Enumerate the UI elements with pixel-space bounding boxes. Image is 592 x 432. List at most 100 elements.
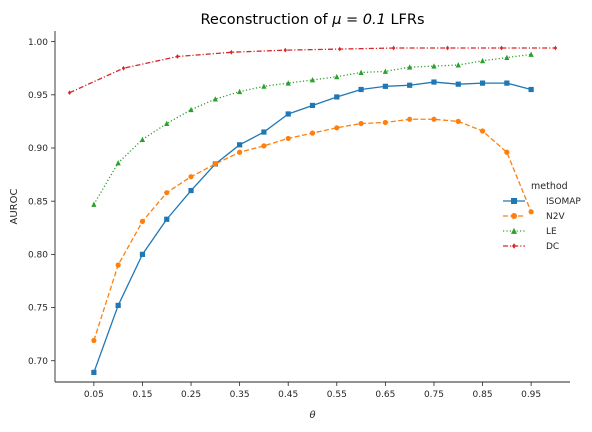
x-tick-label: 0.85	[473, 390, 493, 400]
chart-title-prefix: Reconstruction of	[200, 12, 332, 28]
data-point-n2v	[139, 218, 146, 224]
data-point-isomap	[528, 86, 534, 93]
data-point-isomap	[164, 216, 170, 222]
data-point-le	[115, 160, 121, 166]
data-point-le	[334, 73, 340, 80]
legend-marker-isomap	[511, 198, 517, 204]
data-point-isomap	[334, 94, 340, 100]
data-point-dc	[553, 45, 558, 51]
data-point-n2v	[188, 174, 194, 180]
data-point-dc	[499, 45, 504, 51]
data-point-isomap	[309, 102, 316, 109]
series-line-dc	[69, 47, 556, 94]
data-point-isomap	[455, 81, 461, 87]
data-point-le	[382, 68, 388, 74]
data-point-isomap	[382, 83, 388, 89]
legend: method ISOMAP N2V LE DC	[503, 181, 581, 252]
y-tick-label: 0.80	[28, 251, 48, 261]
data-point-isomap	[139, 251, 146, 257]
legend-label-le: LE	[546, 227, 557, 237]
data-point-isomap	[431, 79, 437, 85]
x-tick-label: 0.25	[181, 390, 201, 400]
y-tick-label: 0.85	[28, 197, 48, 207]
legend-label-dc: DC	[546, 242, 559, 252]
x-tick-label: 0.15	[132, 390, 152, 400]
legend-label-isomap: ISOMAP	[546, 197, 581, 207]
data-point-le	[91, 201, 97, 207]
axes-layer: 0.05 0.15 0.25 0.35 0.45 0.55 0.65 0.75 0.85 0.95…	[28, 31, 570, 400]
data-point-le	[504, 54, 510, 61]
data-point-n2v	[91, 337, 97, 344]
data-point-n2v	[528, 209, 534, 215]
x-tick-label: 0.75	[424, 390, 444, 400]
data-point-dc	[67, 90, 72, 96]
y-tick-label: 0.75	[28, 304, 48, 314]
data-point-n2v	[504, 149, 510, 155]
data-point-n2v	[164, 190, 170, 196]
legend-marker-le	[511, 227, 517, 234]
data-point-isomap	[504, 80, 510, 86]
data-point-dc	[391, 45, 396, 51]
y-tick-label: 1.00	[28, 38, 48, 48]
data-point-isomap	[188, 187, 194, 194]
data-point-le	[188, 106, 194, 113]
chart-title: Reconstruction of μ = 0.1 LFRs	[200, 12, 424, 28]
data-point-le	[431, 63, 437, 69]
data-point-le	[407, 64, 413, 70]
data-point-le	[237, 88, 243, 95]
data-point-isomap	[285, 111, 291, 117]
x-tick-label: 0.95	[521, 390, 541, 400]
data-point-le	[528, 51, 534, 57]
data-point-n2v	[212, 161, 218, 167]
data-point-dc	[175, 54, 180, 59]
series-n2v	[91, 116, 534, 344]
data-point-le	[479, 57, 486, 64]
legend-marker-n2v	[511, 213, 517, 219]
legend-item-isomap: ISOMAP	[503, 197, 581, 207]
data-point-n2v	[309, 130, 316, 136]
legend-item-le: LE	[503, 227, 557, 237]
legend-marker-dc	[512, 243, 516, 249]
data-point-le	[358, 69, 364, 75]
data-point-dc	[445, 45, 450, 51]
x-tick-label: 0.35	[230, 390, 250, 400]
data-point-n2v	[285, 135, 291, 142]
data-point-le	[285, 80, 291, 86]
x-tick-label: 0.55	[327, 390, 347, 400]
data-point-le	[139, 136, 146, 142]
data-point-isomap	[358, 86, 364, 93]
data-point-dc	[283, 47, 287, 53]
data-point-dc	[121, 65, 126, 71]
data-point-n2v	[431, 116, 437, 122]
data-point-n2v	[479, 128, 486, 134]
data-point-n2v	[358, 120, 364, 127]
x-tick-label: 0.65	[375, 390, 395, 400]
y-tick-label: 0.70	[28, 357, 48, 367]
data-point-le	[164, 120, 170, 127]
data-point-n2v	[407, 116, 413, 122]
data-point-isomap	[115, 302, 121, 309]
series-dc	[67, 45, 558, 96]
chart-title-math: μ = 0.1	[331, 12, 386, 28]
data-point-n2v	[261, 143, 267, 149]
chart-title-suffix: LFRs	[386, 12, 425, 28]
data-point-n2v	[455, 118, 461, 125]
series-isomap	[91, 79, 534, 376]
data-point-dc	[229, 49, 234, 55]
x-tick-label: 0.05	[84, 390, 104, 400]
data-point-n2v	[237, 149, 243, 155]
legend-item-n2v: N2V	[503, 212, 565, 222]
series-layer	[67, 45, 558, 376]
data-point-n2v	[334, 125, 340, 131]
series-le	[91, 51, 534, 207]
data-point-isomap	[479, 80, 486, 86]
data-point-isomap	[407, 82, 413, 88]
legend-title: method	[531, 181, 568, 192]
data-point-le	[212, 96, 218, 102]
data-point-isomap	[261, 129, 267, 135]
x-tick-label: 0.45	[278, 390, 298, 400]
data-point-le	[455, 62, 461, 68]
y-tick-label: 0.90	[28, 144, 48, 154]
